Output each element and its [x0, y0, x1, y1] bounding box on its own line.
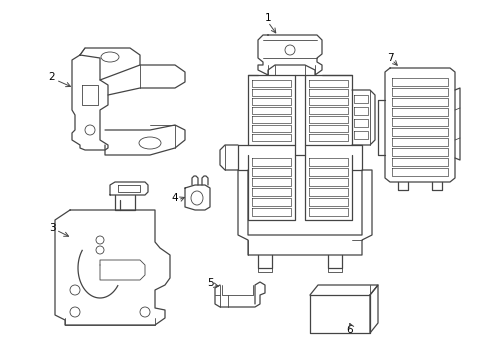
Text: 4: 4: [171, 193, 178, 203]
Text: 7: 7: [386, 53, 392, 63]
Text: 5: 5: [206, 278, 213, 288]
Text: 3: 3: [49, 223, 55, 233]
Text: 2: 2: [49, 72, 55, 82]
Text: 6: 6: [346, 325, 353, 335]
Text: 1: 1: [264, 13, 271, 23]
